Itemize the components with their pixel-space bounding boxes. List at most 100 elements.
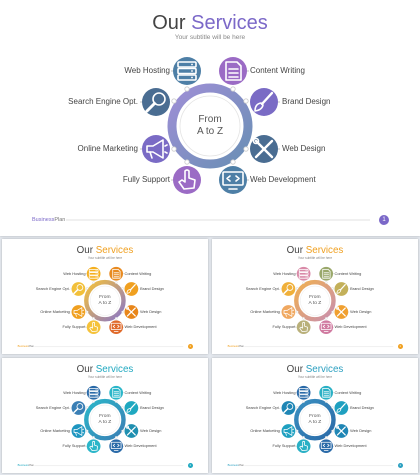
title-word-services: Services bbox=[93, 363, 134, 375]
page-subtitle: Your subtitle will be here bbox=[297, 374, 333, 379]
megaphone-icon bbox=[281, 424, 296, 438]
service-label-right: Web Design bbox=[282, 143, 326, 153]
service-label-right: Web Design bbox=[350, 308, 372, 314]
service-label-right: Brand Design bbox=[350, 285, 374, 291]
page-title: Our Services bbox=[212, 245, 418, 256]
service-label-left: Search Engine Opt. bbox=[245, 404, 280, 410]
slide-thumbnail-teal[interactable]: Our Services Your subtitle will be here Fr… bbox=[2, 358, 208, 473]
service-label-right: Content Writing bbox=[334, 389, 362, 395]
monitor-code-icon bbox=[319, 439, 334, 454]
document-icon bbox=[109, 266, 124, 281]
service-label-right: Content Writing bbox=[124, 389, 152, 395]
slide-thumbnail-pastel[interactable]: Our Services Your subtitle will be here Fr… bbox=[212, 239, 418, 354]
slide-graphics bbox=[244, 385, 394, 466]
monitor-code-icon bbox=[319, 320, 334, 335]
page-subtitle: Your subtitle will be here bbox=[87, 374, 123, 379]
megaphone-icon bbox=[142, 135, 170, 163]
service-label-left: Online Marketing bbox=[250, 427, 280, 433]
service-label-right: Web Development bbox=[334, 442, 367, 448]
paint-brush-icon bbox=[124, 401, 139, 415]
magnifier-icon bbox=[71, 282, 86, 296]
footer-brand: BusinessPlan bbox=[17, 464, 34, 468]
page-title: Our Services bbox=[2, 364, 208, 375]
service-label-right: Web Design bbox=[140, 308, 162, 314]
server-icon bbox=[173, 57, 201, 85]
service-label-left: Search Engine Opt. bbox=[245, 285, 280, 291]
service-label-right: Brand Design bbox=[350, 404, 374, 410]
service-label-right: Content Writing bbox=[124, 270, 152, 276]
service-label-left: Web Hosting bbox=[124, 65, 170, 75]
monitor-code-icon bbox=[109, 320, 124, 335]
page-title: Our Services bbox=[0, 12, 420, 35]
service-label-left: Online Marketing bbox=[250, 308, 280, 314]
page-title: Our Services bbox=[212, 364, 418, 375]
slide-graphics bbox=[244, 266, 394, 347]
footer-brand: BusinessPlan bbox=[227, 345, 244, 349]
service-label-right: Web Development bbox=[334, 323, 367, 329]
service-label-left: Web Hosting bbox=[273, 389, 296, 395]
document-icon bbox=[319, 385, 334, 400]
service-label-left: Web Hosting bbox=[63, 270, 86, 276]
title-word-services: Services bbox=[185, 12, 268, 34]
magnifier-icon bbox=[281, 282, 296, 296]
service-label-right: Web Development bbox=[124, 442, 157, 448]
page-number-badge: 1 bbox=[379, 215, 389, 225]
center-label: From A to Z bbox=[308, 294, 322, 306]
center-ring bbox=[84, 279, 126, 322]
magnifier-icon bbox=[142, 88, 170, 116]
page-number-badge: 1 bbox=[397, 463, 403, 469]
center-ring bbox=[294, 398, 336, 441]
service-label-left: Search Engine Opt. bbox=[68, 96, 138, 106]
footer-brand: BusinessPlan bbox=[17, 345, 34, 349]
service-label-right: Brand Design bbox=[140, 285, 164, 291]
page-subtitle: Your subtitle will be here bbox=[174, 34, 246, 41]
paint-brush-icon bbox=[334, 282, 349, 296]
service-label-right: Web Design bbox=[350, 427, 372, 433]
slide-graphics bbox=[34, 266, 184, 347]
service-label-left: Search Engine Opt. bbox=[35, 285, 70, 291]
center-ring bbox=[84, 398, 126, 441]
center-label: From A to Z bbox=[98, 294, 112, 306]
service-label-right: Content Writing bbox=[250, 65, 305, 75]
title-word-services: Services bbox=[303, 244, 344, 256]
center-label: From A to Z bbox=[98, 413, 112, 425]
hand-pointer-icon bbox=[173, 166, 201, 194]
title-word-our: Our bbox=[152, 12, 186, 34]
footer-brand: BusinessPlan bbox=[32, 216, 66, 223]
paint-brush-icon bbox=[334, 401, 349, 415]
page-title: Our Services bbox=[2, 245, 208, 256]
center-label: From A to Z bbox=[308, 413, 322, 425]
slide-graphics bbox=[34, 385, 184, 466]
tools-icon bbox=[250, 135, 278, 163]
service-label-left: Fully Support bbox=[122, 174, 170, 184]
slide-main[interactable]: Our Services Your subtitle will be here Fr… bbox=[0, 0, 420, 236]
megaphone-icon bbox=[281, 305, 296, 319]
hand-pointer-icon bbox=[296, 320, 311, 335]
service-label-left: Fully Support bbox=[272, 323, 296, 329]
document-icon bbox=[109, 385, 124, 400]
hand-pointer-icon bbox=[86, 320, 101, 335]
hand-pointer-icon bbox=[296, 439, 311, 454]
center-ring bbox=[294, 279, 336, 322]
server-icon bbox=[86, 385, 101, 400]
center-ring bbox=[167, 83, 253, 169]
tools-icon bbox=[124, 424, 139, 438]
server-icon bbox=[86, 266, 101, 281]
page-subtitle: Your subtitle will be here bbox=[87, 255, 123, 260]
page-number-badge: 1 bbox=[187, 344, 193, 350]
document-icon bbox=[219, 57, 247, 85]
tools-icon bbox=[334, 424, 349, 438]
megaphone-icon bbox=[71, 305, 86, 319]
hand-pointer-icon bbox=[86, 439, 101, 454]
paint-brush-icon bbox=[124, 282, 139, 296]
service-label-left: Online Marketing bbox=[40, 308, 70, 314]
service-label-right: Brand Design bbox=[282, 96, 331, 106]
title-word-services: Services bbox=[93, 244, 134, 256]
slide-thumbnail-yellow[interactable]: Our Services Your subtitle will be here Fr… bbox=[2, 239, 208, 354]
title-word-our: Our bbox=[76, 363, 94, 375]
slide-thumbnail-blue[interactable]: Our Services Your subtitle will be here Fr… bbox=[212, 358, 418, 473]
server-icon bbox=[296, 266, 311, 281]
magnifier-icon bbox=[281, 401, 296, 415]
footer-brand: BusinessPlan bbox=[227, 464, 244, 468]
service-label-left: Search Engine Opt. bbox=[35, 404, 70, 410]
